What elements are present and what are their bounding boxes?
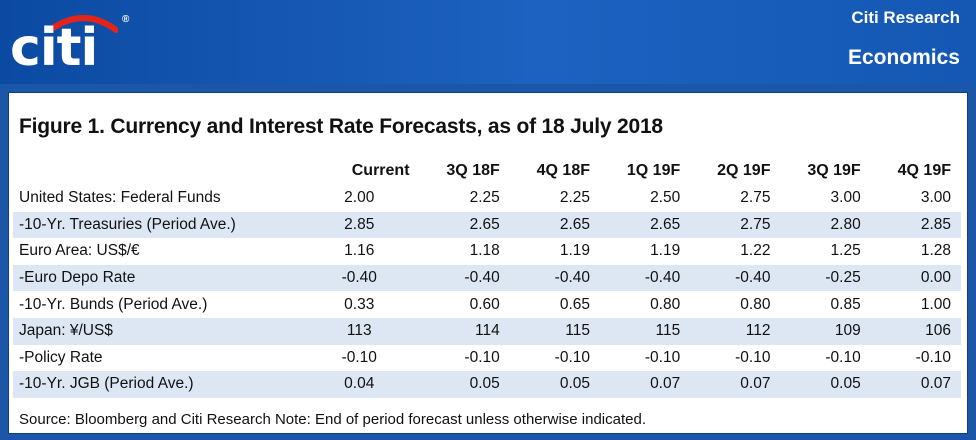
row-label: -10-Yr. Bunds (Period Ave.) xyxy=(19,295,208,313)
table-cell: 2.75 xyxy=(740,189,771,207)
table-cell: 0.85 xyxy=(830,295,861,313)
table-cell: 1.19 xyxy=(650,242,681,260)
table-cell: -0.40 xyxy=(419,264,510,292)
citi-logo: citi ® xyxy=(6,8,136,78)
row-label: -10-Yr. JGB (Period Ave.) xyxy=(13,371,323,398)
table-cell: 2.80 xyxy=(780,211,871,239)
figure-title: Figure 1. Currency and Interest Rate For… xyxy=(19,115,663,138)
column-header: 4Q 18F xyxy=(536,162,590,179)
row-label: United States: Federal Funds xyxy=(19,189,221,207)
logo-wordmark: citi xyxy=(10,18,98,78)
table-cell: 0.80 xyxy=(740,295,771,313)
table-cell: 1.18 xyxy=(469,242,500,260)
table-cell: -0.40 xyxy=(323,264,420,292)
header-banner: citi ® Citi Research Economics xyxy=(0,0,976,84)
table-cell: 2.65 xyxy=(600,211,691,239)
table-cell: 1.25 xyxy=(830,242,861,260)
table-cell: -0.25 xyxy=(780,264,871,292)
column-header: 4Q 19F xyxy=(897,162,951,179)
table-cell: 114 xyxy=(419,317,510,345)
column-header: Current xyxy=(351,162,410,179)
table-cell: -0.40 xyxy=(690,264,781,292)
brand-name: Citi Research xyxy=(851,8,960,27)
table-cell: -0.10 xyxy=(825,348,861,366)
table-cell: 3.00 xyxy=(920,189,951,207)
table-row: United States: Federal Funds 2.00 2.25 2.25… xyxy=(13,185,961,212)
table-cell: 2.25 xyxy=(469,189,500,207)
column-header: 3Q 19F xyxy=(807,162,861,179)
registered-mark: ® xyxy=(122,14,130,25)
table-row: Japan: ¥/US$ 113 114 115 115 112 109 106 xyxy=(13,317,961,345)
table-cell: 115 xyxy=(509,317,600,345)
table-row: -Policy Rate -0.10 -0.10 -0.10 -0.10 -0.10 -0.… xyxy=(13,345,961,372)
table-row: -Euro Depo Rate -0.40 -0.40 -0.40 -0.40 -0.40… xyxy=(13,264,961,292)
table-cell: 2.65 xyxy=(419,211,510,239)
row-label: Japan: ¥/US$ xyxy=(13,317,323,345)
table-cell: -0.10 xyxy=(554,348,590,366)
table-cell: 2.85 xyxy=(870,211,961,239)
table-cell: 1.22 xyxy=(740,242,771,260)
table-cell: 0.65 xyxy=(559,295,590,313)
table-row: -10-Yr. Treasuries (Period Ave.) 2.85 2.65… xyxy=(13,211,961,239)
table-row: -10-Yr. JGB (Period Ave.) 0.04 0.05 0.05 0.0… xyxy=(13,371,961,398)
table-cell: 2.75 xyxy=(690,211,781,239)
table-cell: 0.05 xyxy=(419,371,510,398)
table-cell: 2.65 xyxy=(509,211,600,239)
column-header: 2Q 19F xyxy=(717,162,771,179)
table-cell: 0.07 xyxy=(600,371,691,398)
table-cell: 0.80 xyxy=(650,295,681,313)
table-row: Euro Area: US$/€ 1.16 1.18 1.19 1.19 1.22 1.25… xyxy=(13,238,961,265)
table-cell: 0.05 xyxy=(509,371,600,398)
division-name: Economics xyxy=(847,46,960,69)
row-label: -10-Yr. Treasuries (Period Ave.) xyxy=(13,211,323,239)
table-cell: 0.04 xyxy=(323,371,420,398)
table-cell: 109 xyxy=(780,317,871,345)
table-cell: 0.07 xyxy=(870,371,961,398)
table-cell: 2.85 xyxy=(323,211,420,239)
column-header xyxy=(13,157,323,185)
table-cell: 106 xyxy=(870,317,961,345)
table-cell: -0.40 xyxy=(600,264,691,292)
column-header: 1Q 19F xyxy=(626,162,681,179)
table-cell: 3.00 xyxy=(830,189,861,207)
table-cell: -0.10 xyxy=(644,348,681,366)
table-cell: 1.28 xyxy=(920,242,951,260)
table-cell: 0.33 xyxy=(344,295,375,313)
table-cell: 2.50 xyxy=(650,189,681,207)
table-cell: 1.16 xyxy=(344,242,375,260)
column-header: 3Q 18F xyxy=(446,162,500,179)
table-cell: -0.10 xyxy=(915,348,951,366)
table-cell: -0.40 xyxy=(509,264,600,292)
table-cell: 0.00 xyxy=(870,264,961,292)
row-label: -Policy Rate xyxy=(19,348,103,366)
table-cell: 112 xyxy=(690,317,781,345)
table-cell: 0.60 xyxy=(469,295,500,313)
table-row: -10-Yr. Bunds (Period Ave.) 0.33 0.60 0.65 0… xyxy=(13,291,961,318)
row-label: Euro Area: US$/€ xyxy=(19,242,140,260)
table-cell: 115 xyxy=(600,317,691,345)
table-cell: 1.00 xyxy=(920,295,951,313)
figure-panel: Figure 1. Currency and Interest Rate For… xyxy=(8,92,968,434)
table-cell: -0.10 xyxy=(464,348,500,366)
table-cell: 0.07 xyxy=(690,371,781,398)
forecast-table: Current 3Q 18F 4Q 18F 1Q 19F 2Q 19F 3Q 1… xyxy=(13,157,961,398)
table-cell: 113 xyxy=(323,317,420,345)
logo-arc-icon xyxy=(47,15,118,33)
table-cell: -0.10 xyxy=(735,348,771,366)
table-cell: -0.10 xyxy=(341,348,377,366)
table-cell: 2.00 xyxy=(344,189,375,207)
source-note: Source: Bloomberg and Citi Research Note… xyxy=(19,411,647,428)
row-label: -Euro Depo Rate xyxy=(13,264,323,292)
table-cell: 0.05 xyxy=(780,371,871,398)
table-cell: 2.25 xyxy=(559,189,590,207)
table-cell: 1.19 xyxy=(559,242,590,260)
table-header-row: Current 3Q 18F 4Q 18F 1Q 19F 2Q 19F 3Q 1… xyxy=(13,157,961,185)
